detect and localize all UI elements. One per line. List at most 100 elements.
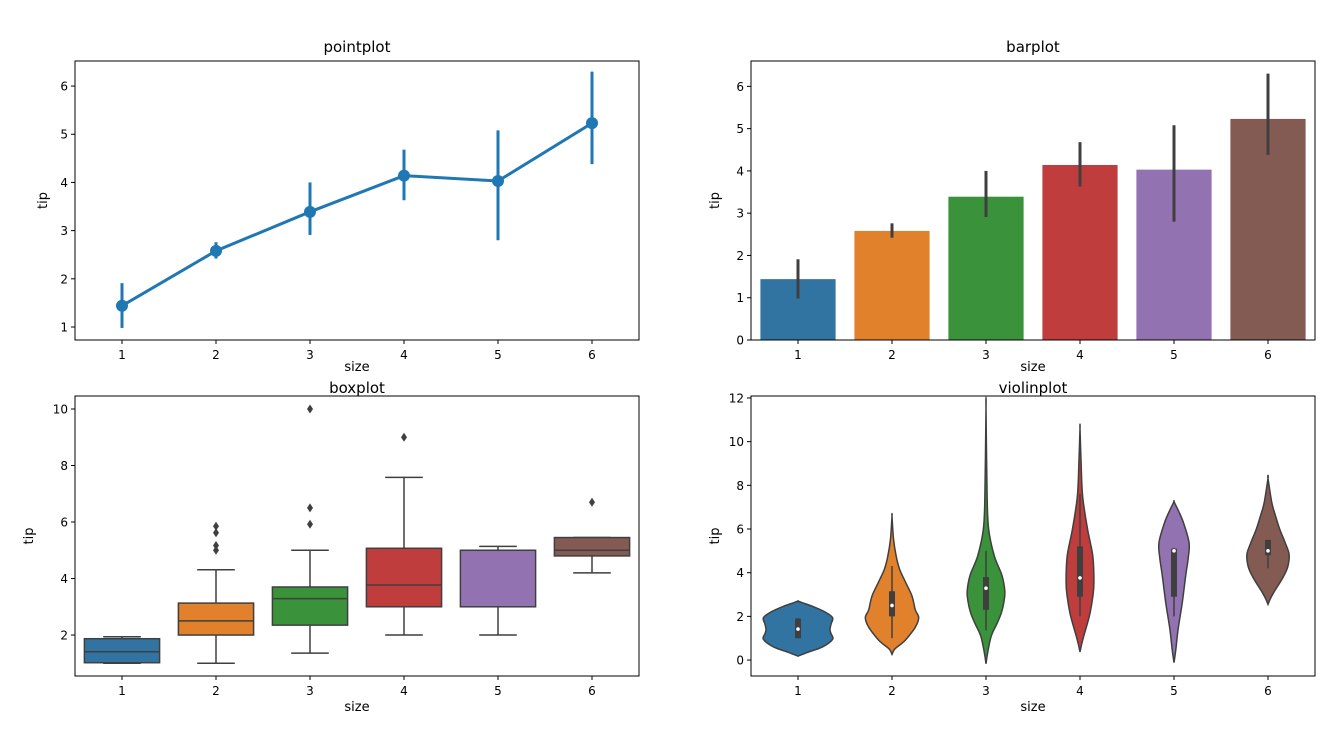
outlier-point: [589, 497, 595, 507]
violin-6: [1246, 474, 1290, 607]
violin-body: [1246, 474, 1290, 607]
box: [83, 637, 161, 664]
x-tick-label: 2: [888, 684, 896, 698]
outlier-point: [213, 540, 219, 550]
y-tick-label: 2: [736, 249, 744, 263]
median-dot: [796, 627, 800, 631]
x-axis-label: size: [1020, 700, 1045, 715]
y-tick-label: 2: [60, 272, 68, 286]
outlier-point: [307, 519, 313, 529]
y-axis-label: tip: [708, 528, 723, 545]
y-tick-label: 2: [60, 629, 68, 643]
x-tick-label: 4: [1076, 348, 1084, 362]
box-5: [459, 545, 537, 636]
y-tick-label: 12: [729, 391, 744, 405]
x-tick-label: 5: [1170, 348, 1178, 362]
x-tick-label: 5: [494, 348, 502, 362]
box: [459, 549, 537, 608]
x-tick-label: 6: [588, 684, 596, 698]
axes-frame: [74, 60, 640, 341]
y-tick-label: 6: [60, 516, 68, 530]
y-tick-label: 5: [736, 122, 744, 136]
data-point: [210, 244, 222, 257]
outlier-point: [307, 503, 313, 513]
series-line: [121, 121, 593, 308]
y-tick-label: 8: [736, 479, 744, 493]
data-point: [304, 205, 316, 218]
x-tick-label: 6: [1264, 684, 1272, 698]
data-point: [398, 169, 410, 182]
y-tick-label: 6: [736, 80, 744, 94]
outlier-point: [213, 521, 219, 531]
outlier-point: [307, 404, 313, 414]
median-dot: [1078, 576, 1082, 580]
x-tick-label: 6: [588, 348, 596, 362]
violin-3: [966, 396, 1006, 664]
outlier-point: [213, 528, 219, 538]
y-tick-label: 6: [60, 80, 68, 94]
x-tick-label: 4: [400, 684, 408, 698]
inner-box: [1077, 546, 1083, 597]
chart-title: barplot: [1006, 38, 1060, 56]
x-tick-label: 5: [494, 684, 502, 698]
y-tick-label: 4: [60, 572, 68, 586]
y-axis-label: tip: [708, 192, 723, 209]
violin-2: [864, 512, 920, 657]
bar: [1042, 164, 1118, 340]
x-tick-label: 2: [888, 348, 896, 362]
box-4: [365, 432, 443, 636]
inner-box: [1265, 539, 1271, 556]
median-dot: [984, 586, 988, 590]
x-tick-label: 1: [794, 348, 802, 362]
y-tick-label: 6: [736, 523, 744, 537]
outlier-point: [401, 432, 407, 442]
y-tick-label: 0: [736, 654, 744, 668]
y-tick-label: 8: [60, 459, 68, 473]
y-tick-label: 0: [736, 334, 744, 348]
x-tick-label: 3: [982, 348, 990, 362]
box: [177, 602, 255, 636]
violin-body: [966, 396, 1006, 664]
bar: [948, 196, 1024, 340]
x-tick-label: 4: [1076, 684, 1084, 698]
chart-title: boxplot: [329, 379, 385, 397]
x-tick-label: 3: [306, 348, 314, 362]
x-tick-label: 5: [1170, 684, 1178, 698]
x-tick-label: 3: [306, 684, 314, 698]
data-point: [586, 117, 598, 130]
box-6: [553, 497, 631, 574]
box: [271, 586, 349, 626]
y-tick-label: 10: [729, 435, 744, 449]
x-tick-label: 1: [118, 684, 126, 698]
box-3: [271, 404, 349, 654]
y-tick-label: 5: [60, 128, 68, 142]
chart-title: violinplot: [999, 379, 1068, 397]
box-2: [177, 521, 255, 665]
violin-1: [762, 600, 834, 657]
barplot-axes: 1 2 3 4 5 6 0 1 2 3 4 5 6 barplot size tip: [708, 38, 1316, 375]
inner-box: [983, 577, 989, 610]
x-axis-label: size: [1020, 360, 1045, 375]
inner-box: [1171, 548, 1177, 597]
y-axis-label: tip: [36, 192, 51, 209]
y-axis-label: tip: [22, 528, 37, 545]
y-tick-label: 1: [60, 320, 68, 334]
y-tick-label: 1: [736, 291, 744, 305]
median-dot: [890, 603, 894, 608]
box: [553, 536, 631, 557]
y-tick-label: 3: [60, 224, 68, 238]
boxplot-axes: 1 2 3 4 5 6 2 4 6 8 10 boxplot size tip: [22, 379, 640, 715]
x-tick-label: 2: [212, 348, 220, 362]
x-tick-label: 6: [1264, 348, 1272, 362]
median-dot: [1266, 549, 1270, 553]
axes-frame: [750, 60, 1316, 341]
box: [365, 547, 443, 608]
median-dot: [1172, 549, 1176, 553]
x-tick-label: 3: [982, 684, 990, 698]
x-tick-label: 2: [212, 684, 220, 698]
chart-title: pointplot: [323, 38, 390, 56]
outlier-point: [213, 545, 219, 555]
pointplot-axes: 1 2 3 4 5 6 1 2 3 4 5 6 pointplot size tip: [36, 38, 640, 375]
x-tick-label: 1: [118, 348, 126, 362]
violin-4: [1065, 423, 1095, 653]
